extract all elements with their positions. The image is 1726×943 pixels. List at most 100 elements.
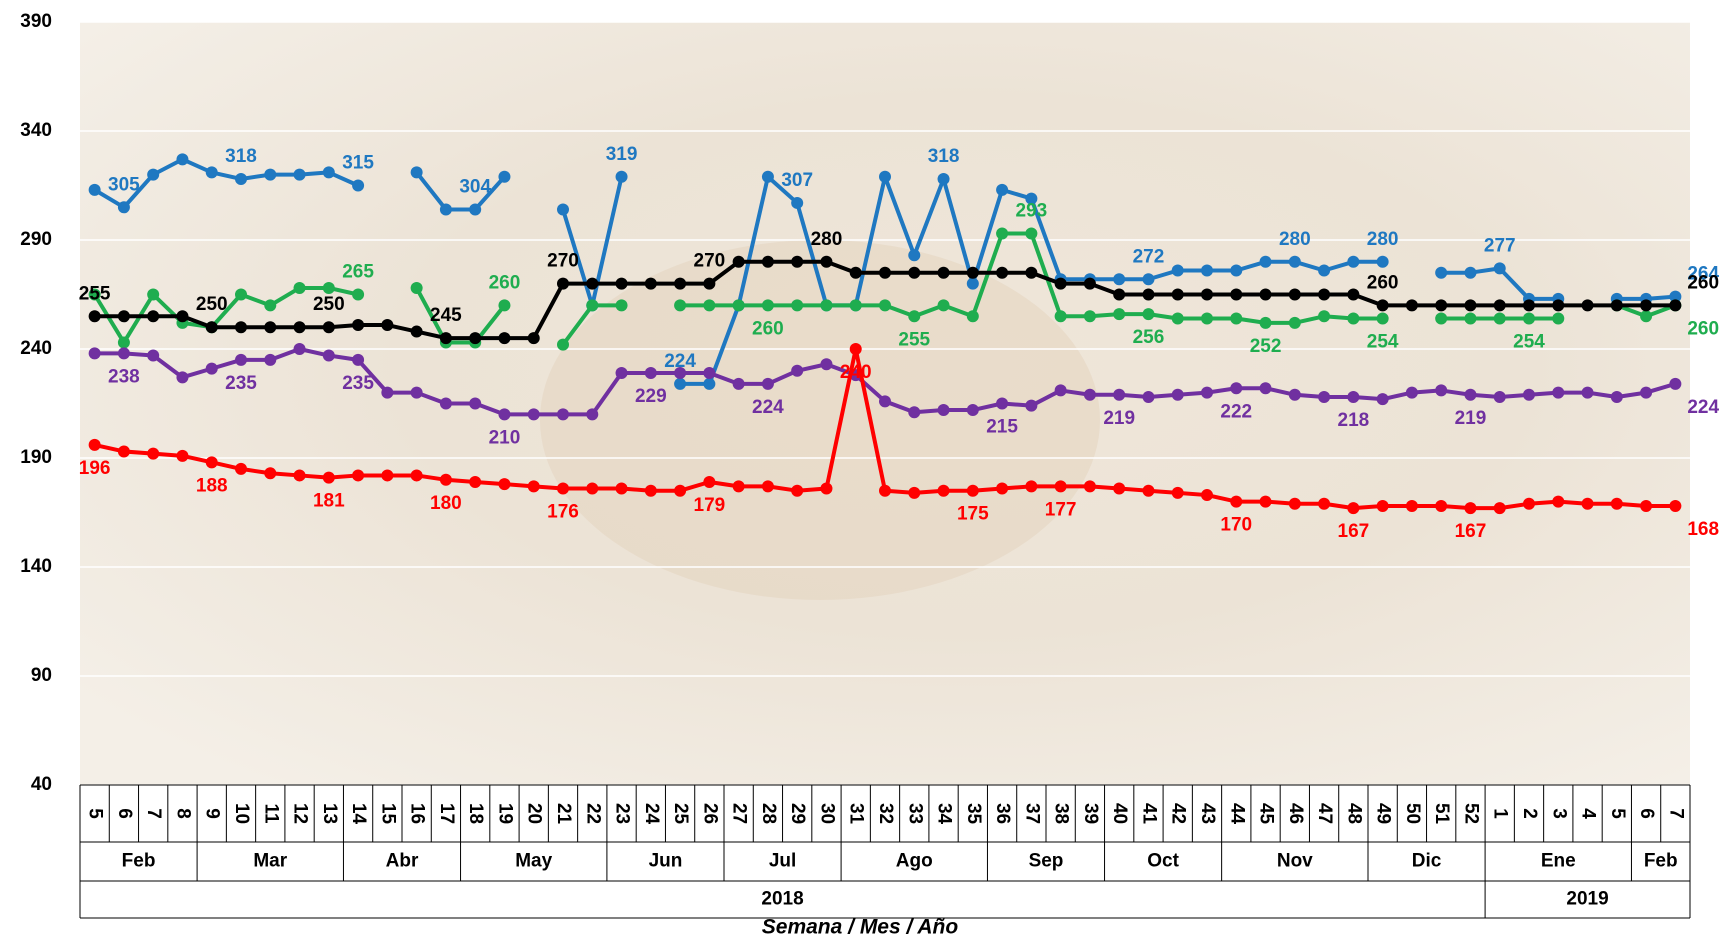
data-point — [147, 310, 159, 322]
data-label: 170 — [1220, 515, 1252, 536]
x-tick-label: 31 — [846, 803, 867, 825]
data-label: 229 — [635, 386, 667, 407]
data-point — [294, 321, 306, 333]
x-tick-label: 38 — [1051, 803, 1072, 824]
data-point — [118, 347, 130, 359]
data-point — [1377, 393, 1389, 405]
data-point — [616, 483, 628, 495]
data-point — [1435, 384, 1447, 396]
month-label: May — [515, 851, 552, 872]
data-label: 245 — [430, 305, 462, 326]
x-tick-label: 32 — [875, 803, 896, 824]
x-tick-label: 19 — [494, 803, 515, 824]
data-point — [674, 378, 686, 390]
data-point — [118, 201, 130, 213]
data-point — [1201, 387, 1213, 399]
y-tick-label: 190 — [20, 447, 52, 468]
data-point — [1611, 299, 1623, 311]
x-tick-label: 22 — [582, 803, 603, 824]
data-point — [645, 278, 657, 290]
data-point — [1201, 489, 1213, 501]
data-point — [1289, 317, 1301, 329]
x-tick-label: 37 — [1021, 803, 1042, 824]
data-point — [118, 445, 130, 457]
data-point — [469, 332, 481, 344]
data-point — [938, 267, 950, 279]
data-point — [1142, 391, 1154, 403]
x-tick-label: 13 — [319, 803, 340, 824]
data-label: 252 — [1250, 336, 1282, 357]
data-point — [352, 289, 364, 301]
data-point — [176, 153, 188, 165]
data-point — [1640, 387, 1652, 399]
data-point — [1377, 312, 1389, 324]
data-point — [1494, 312, 1506, 324]
data-point — [1640, 310, 1652, 322]
data-point — [1406, 299, 1418, 311]
data-label: 319 — [606, 144, 638, 165]
month-label: Sep — [1029, 851, 1064, 872]
x-axis-title: Semana / Mes / Año — [762, 916, 959, 939]
data-label: 176 — [547, 502, 579, 523]
data-label: 196 — [79, 458, 111, 479]
data-point — [1172, 487, 1184, 499]
data-point — [1025, 227, 1037, 239]
data-point — [1640, 500, 1652, 512]
data-point — [586, 408, 598, 420]
data-point — [352, 469, 364, 481]
data-label: 188 — [196, 475, 228, 496]
data-point — [1289, 498, 1301, 510]
data-label: 280 — [1279, 229, 1311, 250]
data-point — [147, 350, 159, 362]
data-point — [1523, 299, 1535, 311]
data-label: 219 — [1103, 408, 1135, 429]
x-tick-label: 44 — [1226, 803, 1247, 825]
data-label: 167 — [1338, 521, 1370, 542]
data-point — [440, 398, 452, 410]
y-tick-label: 290 — [20, 229, 52, 250]
data-label: 260 — [1687, 272, 1719, 293]
data-point — [469, 476, 481, 488]
data-point — [381, 469, 393, 481]
x-tick-label: 30 — [816, 803, 837, 824]
data-point — [1230, 312, 1242, 324]
data-point — [791, 197, 803, 209]
data-label: 260 — [752, 318, 784, 339]
data-label: 265 — [342, 262, 374, 283]
x-tick-label: 20 — [524, 803, 545, 824]
data-label: 318 — [225, 146, 257, 167]
data-point — [206, 166, 218, 178]
data-point — [176, 450, 188, 462]
data-point — [440, 474, 452, 486]
data-point — [1318, 265, 1330, 277]
data-point — [645, 367, 657, 379]
data-point — [1318, 289, 1330, 301]
x-tick-label: 5 — [85, 808, 106, 819]
data-point — [352, 319, 364, 331]
data-point — [1640, 299, 1652, 311]
data-label: 167 — [1455, 521, 1487, 542]
data-point — [1464, 389, 1476, 401]
chart: 4090140190240290340390567891011121314151… — [0, 0, 1726, 943]
data-label: 280 — [1367, 229, 1399, 250]
month-label: Jul — [769, 851, 796, 872]
data-point — [1318, 498, 1330, 510]
data-point — [1523, 498, 1535, 510]
month-label: Ene — [1541, 851, 1576, 872]
data-point — [1201, 289, 1213, 301]
x-tick-label: 3 — [1548, 808, 1569, 819]
data-point — [1172, 389, 1184, 401]
month-label: Mar — [253, 851, 287, 872]
data-point — [762, 378, 774, 390]
data-point — [1435, 299, 1447, 311]
data-label: 219 — [1455, 408, 1487, 429]
data-point — [791, 365, 803, 377]
data-point — [703, 367, 715, 379]
month-label: Feb — [1644, 851, 1678, 872]
x-tick-label: 43 — [1197, 803, 1218, 824]
data-point — [1523, 312, 1535, 324]
data-point — [1172, 289, 1184, 301]
y-tick-label: 140 — [20, 556, 52, 577]
x-tick-label: 24 — [641, 803, 662, 825]
data-point — [1055, 480, 1067, 492]
